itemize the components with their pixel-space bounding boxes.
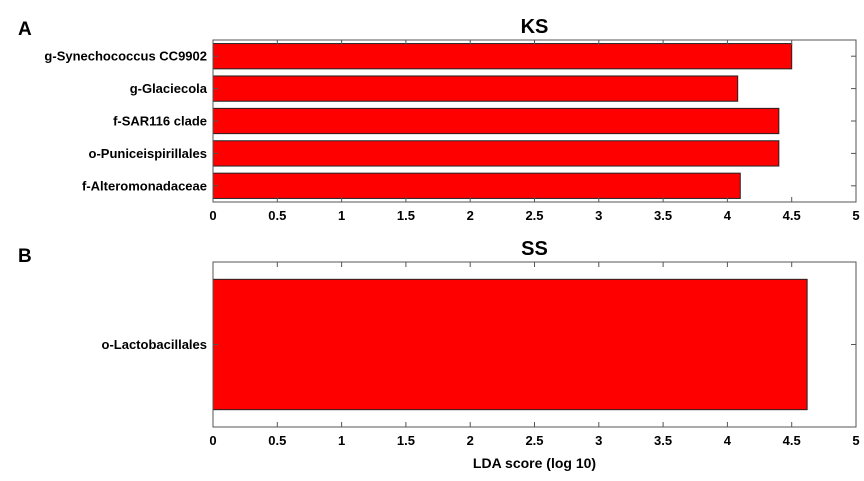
xtick-label-B-5: 2.5	[525, 433, 543, 448]
xtick-label-A-2: 1	[338, 208, 345, 223]
xtick-label-A-6: 3	[595, 208, 602, 223]
panel-title-A: KS	[521, 16, 549, 38]
xtick-label-A-9: 4.5	[783, 208, 801, 223]
x-axis-label: LDA score (log 10)	[473, 455, 596, 471]
category-label-A-0: g-Synechococcus CC9902	[44, 49, 207, 64]
bar-A-3	[212, 140, 780, 167]
xtick-label-A-1: 0.5	[268, 208, 286, 223]
xtick-label-A-8: 4	[724, 208, 732, 223]
category-label-A-2: f-SAR116 clade	[113, 114, 207, 129]
xtick-label-A-3: 1.5	[397, 208, 415, 223]
panel-letter-B: B	[18, 246, 32, 267]
xtick-label-B-0: 0	[209, 433, 216, 448]
xtick-label-A-0: 0	[209, 208, 216, 223]
bar-A-4	[212, 172, 741, 199]
xtick-label-B-8: 4	[724, 433, 732, 448]
panel-letter-A: A	[18, 19, 32, 40]
xtick-label-A-7: 3.5	[654, 208, 672, 223]
xtick-label-B-6: 3	[595, 433, 602, 448]
bar-B-0	[212, 278, 808, 411]
category-label-A-1: g-Glaciecola	[130, 81, 208, 96]
category-label-A-4: f-Alteromonadaceae	[82, 178, 207, 193]
category-label-A-3: o-Puniceispirillales	[89, 146, 208, 161]
xtick-label-A-10: 5	[852, 208, 859, 223]
category-label-B-0: o-Lactobacillales	[102, 337, 207, 352]
xtick-label-B-1: 0.5	[268, 433, 286, 448]
bar-A-0	[212, 43, 793, 70]
xtick-label-B-2: 1	[338, 433, 345, 448]
xtick-label-B-9: 4.5	[783, 433, 801, 448]
bar-A-1	[212, 75, 739, 102]
bar-A-2	[212, 107, 780, 135]
xtick-label-B-7: 3.5	[654, 433, 672, 448]
panel-title-B: SS	[521, 238, 548, 260]
xtick-label-A-5: 2.5	[525, 208, 543, 223]
xtick-label-B-4: 2	[467, 433, 474, 448]
xtick-label-B-10: 5	[852, 433, 859, 448]
xtick-label-B-3: 1.5	[397, 433, 415, 448]
xtick-label-A-4: 2	[467, 208, 474, 223]
